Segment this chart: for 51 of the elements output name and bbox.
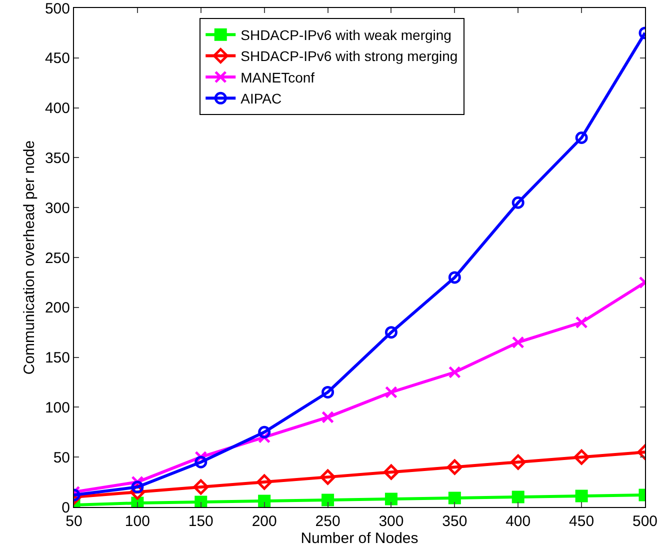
y-tick-label: 150 [44,350,70,367]
y-tick-label: 200 [44,300,70,317]
point [383,464,399,480]
point [258,426,271,438]
legend-label: SHDACP-IPv6 with weak merging [240,27,452,44]
x-tick-label: 100 [124,513,150,530]
point [194,496,208,507]
point [258,494,271,507]
point [193,479,209,495]
x-tick-label: 350 [442,513,468,530]
point [510,454,526,470]
point [320,469,336,485]
point [446,459,462,475]
y-tick-label: 300 [44,200,70,217]
point [256,474,272,490]
y-tick-label: 50 [53,449,70,466]
point [448,271,461,284]
x-tick-label: 200 [252,513,277,530]
point [512,336,524,349]
point [322,494,334,506]
point [448,366,461,379]
legend-label: AIPAC [240,90,282,107]
x-tick-label: 400 [506,513,531,530]
point [322,410,334,424]
point [575,316,588,329]
y-axis-title: Communication overhead per node [21,140,38,375]
y-tick-label: 400 [44,100,70,118]
x-axis-title: Number of Nodes [300,530,418,547]
y-tick-label: 500 [44,0,70,18]
x-tick-label: 300 [378,513,404,530]
legend-label: MANETconf [240,69,315,86]
y-tick-label: 450 [44,50,70,68]
point [448,492,461,504]
point [512,490,524,504]
point [512,196,524,209]
point [384,386,398,398]
point [575,131,588,144]
legend-label: SHDACP-IPv6 with strong merging [240,48,458,64]
point [574,449,590,465]
y-tick-label: 250 [44,250,70,267]
y-tick-label: 350 [44,150,70,167]
point [384,326,398,339]
x-tick-label: 450 [569,513,594,530]
point [194,456,208,468]
x-tick-label: 500 [632,513,658,530]
point [575,490,588,502]
y-tick-label: 100 [44,399,70,416]
x-tick-label: 250 [315,513,340,530]
x-tick-label: 150 [188,513,214,530]
point [384,492,398,506]
point [322,386,334,398]
